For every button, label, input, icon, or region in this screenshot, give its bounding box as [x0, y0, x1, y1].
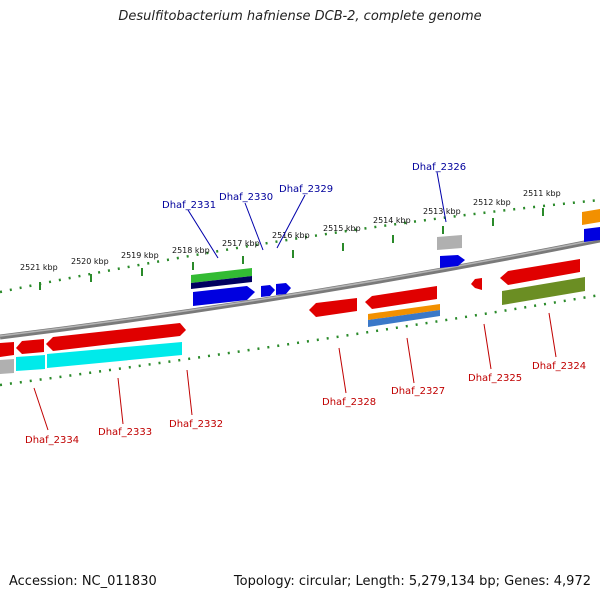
gene-gray — [437, 235, 462, 250]
genome-backbone — [0, 237, 600, 340]
gene-label-top: Dhaf_2326 — [412, 162, 466, 173]
gene-label-bottom: Dhaf_2328 — [322, 397, 376, 408]
major-ticks — [39, 208, 544, 290]
kbp-label: 2511 kbp — [523, 189, 561, 198]
gene-red-2328 — [309, 298, 357, 317]
gene-red-tip — [180, 323, 186, 336]
gene-label-bottom: Dhaf_2334 — [25, 435, 79, 446]
gene-label-bottom: Dhaf_2327 — [391, 386, 445, 397]
reverse-genes — [0, 259, 585, 374]
gene-olive-2324 — [502, 277, 585, 305]
kbp-label: 2515 kbp — [323, 224, 361, 233]
gene-gray-left — [0, 359, 14, 374]
kbp-label: 2519 kbp — [121, 251, 159, 260]
genome-summary: Topology: circular; Length: 5,279,134 bp… — [233, 574, 591, 589]
gene-red-large — [46, 323, 180, 351]
kbp-label: 2514 kbp — [373, 216, 411, 225]
genome-title: Desulfitobacterium hafniense DCB-2, comp… — [118, 9, 482, 24]
bottom-leaders — [33, 312, 557, 431]
kbp-label: 2513 kbp — [423, 207, 461, 216]
gene-blue-arrow — [193, 286, 255, 306]
gene-blue-2326 — [440, 255, 465, 268]
gene-blue-edge — [584, 227, 600, 242]
gene-label-top: Dhaf_2331 — [162, 200, 216, 211]
forward-genes — [191, 209, 600, 306]
gene-label-top: Dhaf_2329 — [279, 184, 333, 195]
gene-label-bottom: Dhaf_2332 — [169, 419, 223, 430]
gene-blue-small — [261, 285, 275, 297]
kbp-label: 2520 kbp — [71, 257, 109, 266]
gene-orange-2327 — [368, 304, 440, 320]
kbp-label: 2517 kbp — [222, 239, 260, 248]
kbp-label: 2518 kbp — [172, 246, 210, 255]
gene-red-2324 — [500, 259, 580, 285]
gene-orange — [582, 209, 600, 225]
gene-cyan — [47, 342, 182, 368]
gene-red-2325 — [471, 278, 482, 290]
gene-label-bottom: Dhaf_2333 — [98, 427, 152, 438]
gene-steel-2327 — [368, 310, 440, 327]
gene-navy — [191, 276, 252, 289]
gene-cyan — [16, 355, 45, 371]
gene-green — [191, 268, 252, 283]
gene-red-2327 — [365, 286, 437, 309]
top-leaders — [187, 171, 447, 259]
gene-blue-small — [276, 283, 291, 295]
kbp-label: 2512 kbp — [473, 198, 511, 207]
kbp-label: 2521 kbp — [20, 263, 58, 272]
gene-label-bottom: Dhaf_2325 — [468, 373, 522, 384]
scale-line-bottom — [0, 293, 600, 387]
gene-label-bottom: Dhaf_2324 — [532, 361, 586, 372]
accession-text: Accession: NC_011830 — [9, 574, 157, 589]
kbp-label: 2516 kbp — [272, 231, 310, 240]
gene-label-top: Dhaf_2330 — [219, 192, 273, 203]
gene-red — [0, 342, 14, 357]
gene-red — [16, 339, 44, 354]
